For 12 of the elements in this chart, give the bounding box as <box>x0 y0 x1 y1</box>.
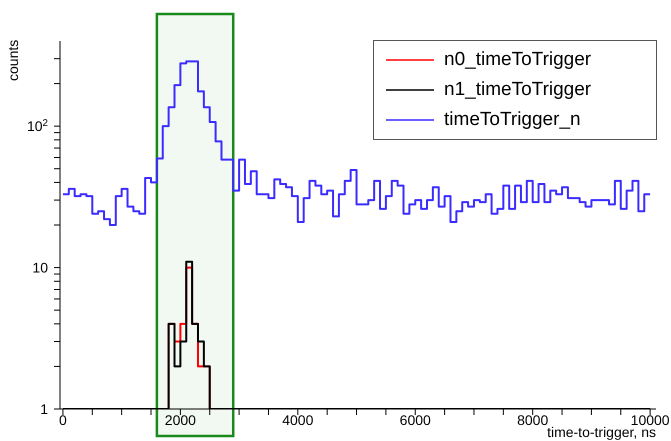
legend-label: n0_timeToTrigger <box>444 49 592 71</box>
y-tick-label: 10 <box>32 260 48 276</box>
x-tick-label: 4000 <box>282 412 314 428</box>
x-tick-label: 0 <box>59 412 68 428</box>
y-tick-label: 10$^{2}$ <box>26 118 48 134</box>
legend-label: timeToTrigger_n <box>444 109 581 131</box>
legend-label: n1_timeToTrigger <box>444 79 592 101</box>
x-tick-label: 2000 <box>164 412 196 428</box>
x-tick-label: 8000 <box>517 412 548 428</box>
x-tick-label: 6000 <box>400 412 432 428</box>
y-axis-title: counts <box>4 40 21 81</box>
y-tick-label: 1 <box>40 401 48 417</box>
